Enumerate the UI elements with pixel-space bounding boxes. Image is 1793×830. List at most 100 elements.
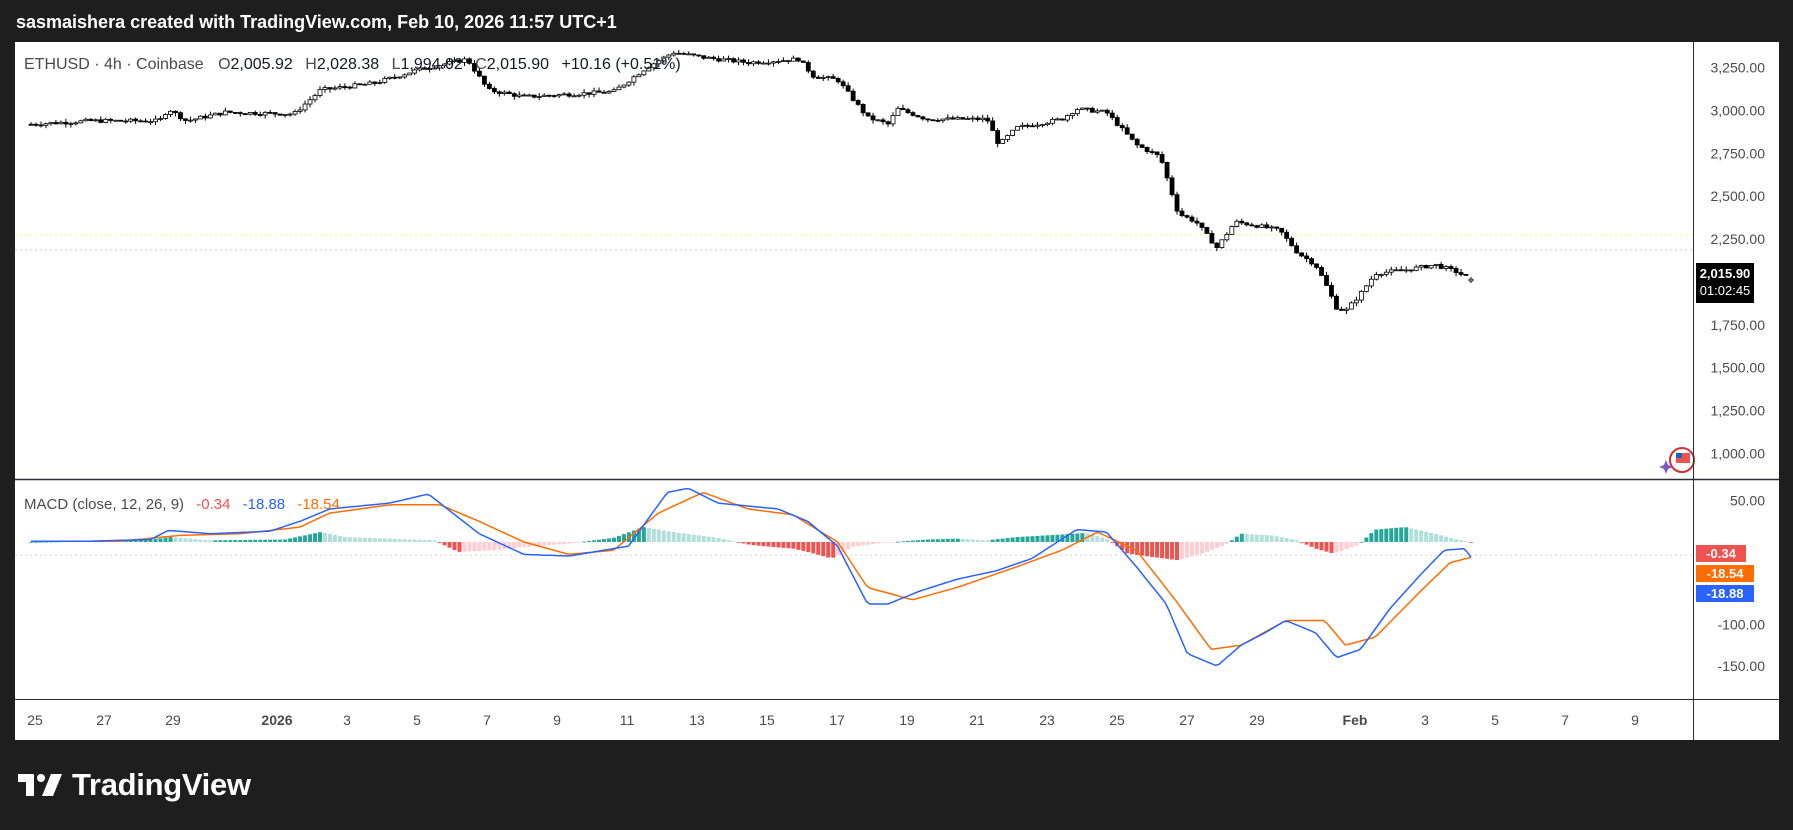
histogram-bar	[308, 534, 313, 542]
histogram-bar	[895, 541, 900, 543]
histogram-bar	[1090, 534, 1095, 542]
candle	[1139, 143, 1145, 149]
candle	[1264, 222, 1270, 229]
candle	[925, 118, 931, 123]
histogram-bar	[1105, 539, 1110, 542]
candle	[800, 60, 806, 63]
candle	[1219, 239, 1225, 249]
histogram-bar	[592, 540, 597, 542]
time-axis-label: 7	[483, 712, 491, 728]
candle	[631, 74, 637, 86]
legend-interval[interactable]: 4h	[104, 56, 122, 73]
candle	[1174, 191, 1180, 215]
price-pane[interactable]: 3,250.00 3,000.00 2,750.00 2,500.00 2,250.00…	[15, 50, 1765, 474]
candle	[312, 93, 318, 103]
candle	[666, 54, 672, 61]
histogram-bar	[507, 541, 512, 549]
legend-high-value: 2,028.38	[317, 56, 379, 73]
tradingview-logo-icon	[18, 774, 62, 796]
candle	[915, 114, 921, 118]
histogram-bar	[173, 537, 178, 542]
histogram-bar	[203, 539, 208, 542]
candle	[357, 83, 363, 86]
candle	[108, 117, 114, 124]
candle	[601, 89, 607, 94]
time-axis-label: 5	[413, 712, 421, 728]
candle	[721, 56, 726, 62]
histogram-bar	[138, 539, 143, 542]
candle	[771, 60, 776, 67]
histogram-bar	[193, 539, 198, 542]
candle	[307, 96, 313, 108]
legend-symbol[interactable]: ETHUSD	[24, 56, 90, 73]
candle	[810, 70, 816, 79]
candle	[242, 113, 248, 116]
histogram-bar	[288, 538, 293, 542]
candle	[327, 87, 333, 93]
candle	[342, 83, 348, 90]
candle	[128, 117, 134, 123]
histogram-bar	[1160, 541, 1165, 559]
macd-axis[interactable]: 50.00 -100.00 -150.00	[1718, 493, 1766, 674]
candle	[183, 118, 188, 125]
histogram-bar	[303, 535, 308, 542]
news-flag-icon[interactable]	[1659, 447, 1695, 474]
time-axis-label: 5	[1491, 712, 1499, 728]
time-axis-label: 19	[899, 712, 915, 728]
candle	[776, 58, 781, 65]
histogram-bar	[597, 539, 602, 542]
histogram-bar	[1199, 541, 1204, 554]
candle	[178, 111, 183, 121]
histogram-bar	[1140, 541, 1145, 556]
time-axis[interactable]: 25 27 29 2026 3 5 7 9 11 13 15 17 19 21 23 25 27 29 Feb 3 5 7…	[27, 712, 1639, 728]
candle	[905, 108, 911, 115]
time-axis-label: 25	[1109, 712, 1125, 728]
candle	[1304, 252, 1309, 263]
tradingview-logo[interactable]: TradingView	[18, 767, 251, 802]
candle	[516, 91, 522, 99]
histogram-bar	[1030, 536, 1035, 542]
histogram-bar	[606, 538, 611, 542]
histogram-bar	[950, 538, 955, 542]
histogram-bar	[327, 533, 332, 542]
candle	[337, 83, 343, 90]
histogram-bar	[337, 536, 342, 542]
histogram-bar	[527, 541, 532, 547]
candle	[1065, 114, 1070, 123]
histogram-bar	[616, 535, 621, 542]
candle	[1239, 218, 1245, 225]
candle	[880, 117, 886, 125]
histogram-bar	[163, 537, 168, 542]
candle	[546, 94, 552, 98]
legend-exchange[interactable]: Coinbase	[136, 56, 204, 73]
macd-pane[interactable]: 50.00 -100.00 -150.00 MACD (close, 12, 26,…	[15, 487, 1766, 674]
histogram-bar	[1120, 541, 1125, 550]
histogram-bar	[153, 538, 158, 542]
histogram-bar	[751, 541, 756, 546]
candle	[372, 81, 378, 86]
chart-canvas[interactable]: 3,250.00 3,000.00 2,750.00 2,500.00 2,250.00…	[15, 42, 1779, 740]
histogram-bar	[158, 538, 163, 542]
chart-frame[interactable]: 3,250.00 3,000.00 2,750.00 2,500.00 2,250.00…	[15, 42, 1779, 740]
price-axis[interactable]: 3,250.00 3,000.00 2,750.00 2,500.00 2,250.00…	[1711, 60, 1766, 462]
histogram-bar	[587, 541, 592, 542]
candle	[1353, 296, 1359, 307]
candle	[751, 60, 756, 67]
macd-legend-title[interactable]: MACD (close, 12, 26, 9)	[24, 496, 184, 513]
candle	[297, 106, 303, 114]
histogram-bar	[168, 537, 173, 542]
histogram-bar	[1379, 529, 1384, 542]
histogram-bar	[352, 537, 357, 542]
candle	[1378, 273, 1384, 278]
candle	[1030, 122, 1035, 128]
legend-separator: ·	[122, 56, 136, 73]
histogram-bar	[1404, 527, 1409, 542]
candle	[975, 115, 981, 122]
histogram-bar	[572, 541, 577, 543]
candle	[985, 114, 991, 124]
candle	[28, 122, 34, 126]
histogram-bar	[367, 537, 372, 542]
histogram-bar	[1025, 536, 1030, 542]
histogram-bar	[711, 537, 716, 542]
histogram-bar	[995, 539, 1000, 542]
